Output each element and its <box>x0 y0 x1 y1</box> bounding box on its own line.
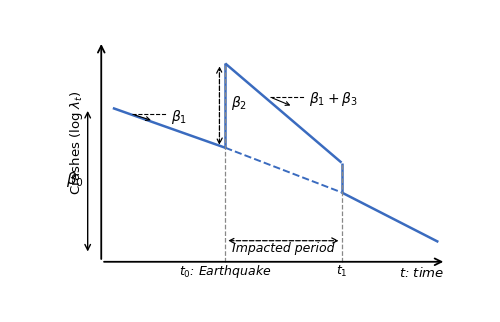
Text: Impacted period: Impacted period <box>232 242 334 255</box>
Text: $\beta_1 + \beta_3$: $\beta_1 + \beta_3$ <box>308 90 358 109</box>
Text: $\beta_1$: $\beta_1$ <box>171 108 187 126</box>
Text: $\beta_2$: $\beta_2$ <box>231 94 247 112</box>
Text: Crashes (log $\lambda_t$): Crashes (log $\lambda_t$) <box>68 90 84 195</box>
Text: $t_1$: $t_1$ <box>336 264 347 279</box>
Text: $t_0$: Earthquake: $t_0$: Earthquake <box>179 263 272 280</box>
Text: $\beta_0$: $\beta_0$ <box>66 170 84 189</box>
Text: $t$: time: $t$: time <box>399 266 444 280</box>
